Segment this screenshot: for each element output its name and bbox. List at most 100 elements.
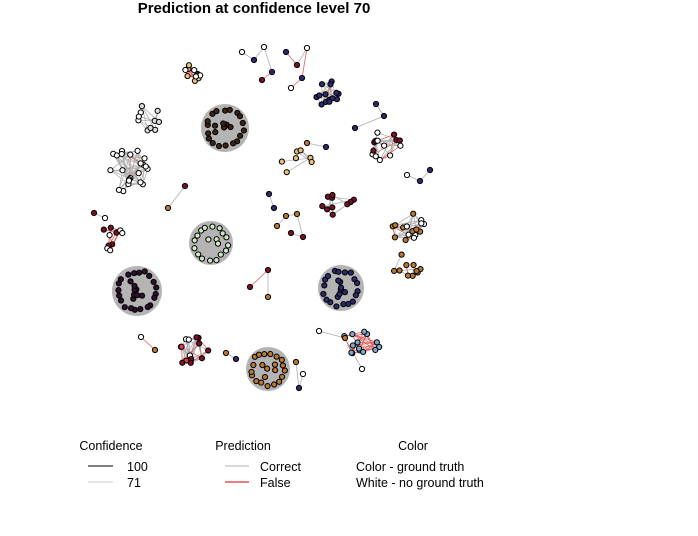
network-edge xyxy=(286,157,311,173)
network-node xyxy=(238,48,246,56)
network-node xyxy=(219,230,226,237)
network-node xyxy=(248,368,255,376)
network-node xyxy=(392,222,399,229)
network-node xyxy=(370,147,377,154)
network-node xyxy=(141,155,148,162)
network-node xyxy=(372,100,380,108)
network-node xyxy=(351,124,359,132)
network-node xyxy=(118,150,125,158)
network-node xyxy=(213,108,220,115)
network-edge xyxy=(140,336,156,351)
plot-title: Prediction at confidence level 70 xyxy=(138,0,371,17)
network-node xyxy=(131,282,138,290)
network-node xyxy=(376,156,383,164)
network-node xyxy=(391,267,398,274)
network-node xyxy=(187,359,194,366)
network-node xyxy=(318,81,326,88)
network-node xyxy=(121,304,128,311)
network-node xyxy=(335,268,342,275)
network-node xyxy=(418,220,425,227)
network-node xyxy=(272,367,279,374)
network-node xyxy=(147,124,154,131)
network-node xyxy=(271,381,278,388)
network-node xyxy=(213,256,220,264)
legend-confidence-heading: Confidence xyxy=(79,439,142,453)
network-node xyxy=(308,158,315,166)
network-node xyxy=(100,226,107,233)
network-node xyxy=(341,334,349,342)
network-node xyxy=(179,359,186,366)
network-edge xyxy=(296,213,304,238)
network-edge xyxy=(249,269,269,288)
network-node xyxy=(303,44,311,52)
network-node xyxy=(107,224,114,231)
network-node xyxy=(115,186,123,194)
network-node xyxy=(360,348,367,356)
network-node xyxy=(344,201,351,208)
network-edge xyxy=(354,115,385,129)
network-node xyxy=(349,331,356,338)
network-node xyxy=(337,284,345,291)
network-node xyxy=(282,212,290,220)
network-node xyxy=(134,147,141,155)
legend-prediction-heading: Prediction xyxy=(215,439,271,453)
network-node xyxy=(116,292,123,299)
network-node xyxy=(403,261,410,269)
network-node xyxy=(198,255,206,262)
network-node xyxy=(115,287,122,294)
network-node xyxy=(209,139,216,147)
network-node xyxy=(237,132,244,139)
network-node xyxy=(134,292,141,299)
network-node xyxy=(261,373,269,381)
network-edge xyxy=(141,105,156,131)
network-node xyxy=(299,233,307,241)
network-node xyxy=(137,179,144,186)
network-edge xyxy=(295,361,300,389)
network-edge xyxy=(395,213,414,226)
network-node xyxy=(405,231,412,238)
network-node xyxy=(403,171,411,179)
network-node xyxy=(361,328,368,335)
network-node xyxy=(222,349,230,357)
network-node xyxy=(240,127,248,134)
network-node xyxy=(215,142,223,150)
legend-prediction-false-label: False xyxy=(260,476,291,490)
network-node xyxy=(131,270,138,277)
network-node xyxy=(184,72,191,80)
network-edge xyxy=(121,153,139,174)
network-node xyxy=(299,370,307,378)
network-edge xyxy=(122,163,141,171)
network-node xyxy=(341,269,349,276)
network-node xyxy=(273,222,281,230)
network-node xyxy=(239,119,246,127)
network-node xyxy=(271,361,279,368)
network-node xyxy=(194,232,201,239)
network-edge xyxy=(121,153,141,183)
network-node xyxy=(205,130,212,137)
network-edge xyxy=(190,350,209,360)
network-node xyxy=(182,66,189,74)
network-edge xyxy=(377,139,397,142)
network-node xyxy=(326,98,333,105)
network-node xyxy=(403,223,410,230)
network-node xyxy=(226,106,233,114)
network-edge xyxy=(395,219,422,226)
network-node xyxy=(216,225,223,232)
network-edge xyxy=(352,333,380,348)
network-node xyxy=(209,223,216,230)
network-edge xyxy=(352,345,376,351)
network-node xyxy=(154,107,161,114)
network-edge xyxy=(116,155,141,183)
network-node xyxy=(396,137,403,144)
legend-color-heading: Color xyxy=(398,439,428,453)
network-node xyxy=(413,226,420,233)
network-node xyxy=(282,48,290,56)
legend-confidence-71-label: 71 xyxy=(127,476,141,490)
network-edge xyxy=(196,337,203,359)
network-node xyxy=(426,166,434,174)
network-node xyxy=(137,160,144,167)
network-node xyxy=(278,158,285,165)
network-node xyxy=(387,152,394,159)
network-node xyxy=(324,273,332,280)
network-node xyxy=(264,293,272,301)
